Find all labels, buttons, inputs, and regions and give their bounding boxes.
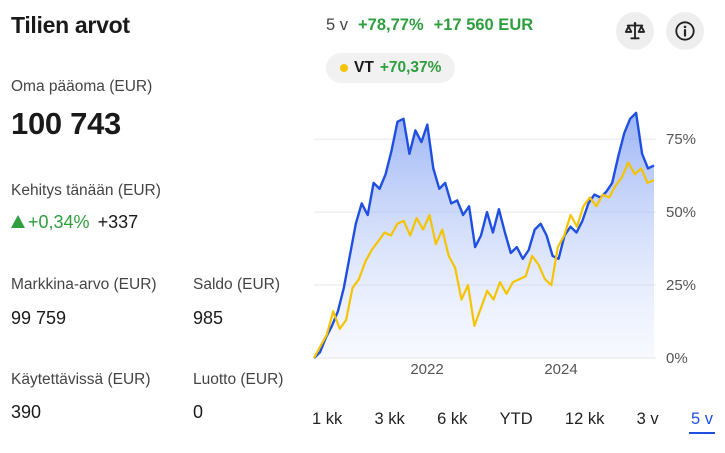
comparison-pill[interactable]: VT +70,37% xyxy=(326,53,456,83)
summary-period: 5 v xyxy=(326,16,349,34)
x-tick-label: 2022 xyxy=(410,361,443,378)
tab-6kk[interactable]: 6 kk xyxy=(437,410,468,428)
x-axis: 2022 2024 xyxy=(410,361,577,378)
period-tabs: 1 kk 3 kk 6 kk YTD 12 kk 3 v 5 v xyxy=(310,410,715,434)
x-tick-label: 2024 xyxy=(544,361,577,378)
market-value: 99 759 xyxy=(11,308,67,328)
tab-1kk[interactable]: 1 kk xyxy=(312,410,343,428)
y-tick-label: 50% xyxy=(666,204,696,221)
today-change-label: Kehitys tänään (EUR) xyxy=(11,182,161,199)
up-triangle-icon xyxy=(11,215,25,228)
scale-icon xyxy=(624,21,646,40)
info-button[interactable] xyxy=(666,12,704,50)
y-tick-label: 75% xyxy=(666,131,696,148)
tab-5v[interactable]: 5 v xyxy=(688,410,715,434)
portfolio-line xyxy=(313,111,655,359)
equity-label: Oma pääoma (EUR) xyxy=(11,78,153,95)
credit-label: Luotto (EUR) xyxy=(193,371,284,388)
today-change: +0,34% +337 xyxy=(11,212,138,233)
scale-button[interactable] xyxy=(616,12,654,50)
tab-ytd[interactable]: YTD xyxy=(499,410,533,428)
period-summary: 5 v +78,77% +17 560 EUR xyxy=(326,16,533,35)
balance-label: Saldo (EUR) xyxy=(193,276,280,293)
tab-3kk[interactable]: 3 kk xyxy=(374,410,405,428)
info-icon xyxy=(675,21,695,41)
y-tick-label: 0% xyxy=(666,350,688,367)
today-change-amount: +337 xyxy=(97,212,139,232)
available-value: 390 xyxy=(11,402,42,422)
chart-area xyxy=(314,112,654,359)
available-label: Käytettävissä (EUR) xyxy=(11,371,151,388)
comparison-dot-icon xyxy=(340,64,348,72)
comparison-percent: +70,37% xyxy=(379,59,442,76)
y-tick-label: 25% xyxy=(666,277,696,294)
page-title: Tilien arvot xyxy=(11,12,130,38)
today-change-percent: +0,34% xyxy=(11,212,90,233)
tab-12kk[interactable]: 12 kk xyxy=(564,410,605,428)
comparison-name: VT xyxy=(354,59,374,76)
credit-value: 0 xyxy=(193,402,204,422)
equity-value: 100 743 xyxy=(11,106,121,141)
balance-value: 985 xyxy=(193,308,224,328)
portfolio-area xyxy=(314,112,654,359)
y-axis: 75% 50% 25% 0% xyxy=(666,131,696,367)
market-value-label: Markkina-arvo (EUR) xyxy=(11,276,157,293)
summary-amount: +17 560 EUR xyxy=(433,16,534,34)
chart-lines xyxy=(313,111,655,359)
summary-percent: +78,77% xyxy=(358,16,424,34)
tab-3v[interactable]: 3 v xyxy=(636,410,659,428)
comparison-line xyxy=(313,161,655,359)
